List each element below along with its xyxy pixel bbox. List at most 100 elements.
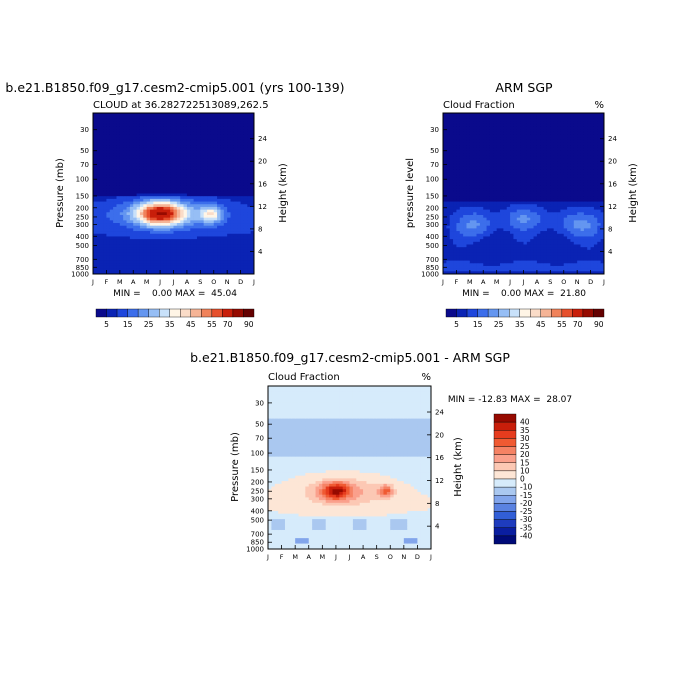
panel-obs-cell <box>476 150 481 154</box>
panel-model-cell <box>109 126 114 130</box>
panel-obs-cell <box>503 182 508 186</box>
panel-obs-cell <box>469 137 474 141</box>
panel-model-cell <box>143 201 148 205</box>
panel-model-cell <box>213 263 218 267</box>
panel-obs-cell <box>473 233 477 237</box>
panel-model-colorbar-swatch <box>180 308 192 318</box>
panel-model-cell <box>143 134 148 138</box>
panel-model-cell <box>166 193 171 197</box>
panel-model-cell <box>119 123 124 127</box>
panel-obs-cell <box>520 196 524 200</box>
panel-model-cell <box>119 193 124 197</box>
panel-model-cell <box>243 113 248 117</box>
panel-obs-cell <box>546 244 551 248</box>
panel-model-cell <box>119 188 124 192</box>
panel-model-cell <box>207 233 211 237</box>
panel-obs-cell <box>496 158 501 162</box>
panel-model-cell <box>103 147 107 151</box>
panel-model-cell <box>160 263 164 267</box>
panel-model-cell <box>133 155 137 159</box>
panel-model-cell <box>99 177 104 181</box>
panel-model-cell <box>173 126 178 130</box>
panel-model-cell <box>170 225 174 229</box>
panel-obs-cell <box>466 239 471 243</box>
panel-model-cell <box>116 118 121 122</box>
panel-model-cell <box>153 201 158 205</box>
panel-model-cell <box>109 198 114 202</box>
panel-model-cell <box>153 257 158 261</box>
panel-model-cell <box>139 206 144 210</box>
panel-model-cell <box>106 209 111 213</box>
panel-obs-cell <box>459 118 464 122</box>
panel-obs-cell <box>523 257 528 261</box>
panel-obs-cell <box>510 113 514 117</box>
panel-model-cell <box>207 137 211 141</box>
panel-model-cell <box>123 155 127 159</box>
panel-obs-cell <box>543 198 548 202</box>
panel-obs-cell <box>546 129 551 133</box>
panel-obs-cell <box>459 225 464 229</box>
panel-model-cell <box>193 198 198 202</box>
panel-obs-cell <box>443 180 447 184</box>
panel-model-cell <box>233 126 238 130</box>
panel-model-cell <box>237 206 241 210</box>
panel-model-cell <box>250 166 254 170</box>
panel-model-cell <box>133 271 137 274</box>
panel-model-cell <box>193 220 198 224</box>
panel-model-cell <box>150 129 154 133</box>
panel-obs-cell <box>533 134 538 138</box>
panel-model-cell <box>139 163 144 168</box>
panel-obs-cell <box>446 134 451 138</box>
panel-model-cell <box>113 185 117 189</box>
panel-model-cell <box>250 118 254 122</box>
panel-obs-cell <box>523 153 528 157</box>
panel-model-cell <box>180 206 184 210</box>
panel-obs-cell <box>456 177 461 181</box>
panel-obs-cell <box>523 169 528 173</box>
panel-obs-cell <box>469 239 474 243</box>
panel-model-cell <box>170 228 174 232</box>
panel-model-cell <box>129 174 134 178</box>
panel-model-cell <box>183 174 188 178</box>
panel-obs-cell <box>496 169 501 173</box>
panel-model-cell <box>119 142 124 146</box>
panel-model-cell <box>113 129 117 133</box>
panel-obs-cell <box>503 118 508 122</box>
panel-model-cell <box>207 196 211 200</box>
panel-obs-cell <box>456 139 461 143</box>
panel-obs-cell <box>553 145 558 149</box>
panel-obs-cell <box>513 131 518 135</box>
panel-model-cell <box>186 185 191 189</box>
panel-model-cell <box>210 153 215 157</box>
panel-model-cell <box>153 260 158 264</box>
panel-obs-cell <box>540 241 544 245</box>
panel-model-cell <box>220 121 225 125</box>
panel-obs-cell <box>489 180 494 184</box>
panel-model-cell <box>176 271 181 274</box>
panel-obs-cell <box>516 118 521 122</box>
panel-model-cell <box>176 190 181 194</box>
panel-model-cell <box>160 260 164 264</box>
panel-obs-cell <box>453 118 457 122</box>
panel-obs-cell <box>476 247 481 251</box>
panel-obs-cell <box>553 118 558 122</box>
panel-model-cell <box>133 223 137 227</box>
panel-obs-cell <box>530 239 534 243</box>
panel-obs-cell <box>483 174 487 178</box>
panel-model-cell <box>210 161 215 165</box>
panel-model-cell <box>153 241 158 245</box>
panel-obs-cell <box>446 180 451 184</box>
panel-model-cell <box>93 201 97 205</box>
panel-obs-cell <box>469 180 474 184</box>
panel-model-colorbar-swatch <box>137 308 149 318</box>
panel-model-cell <box>150 153 154 157</box>
panel-obs-cell <box>516 196 521 200</box>
panel-obs-cell <box>473 163 477 168</box>
panel-model-cell <box>207 212 211 216</box>
panel-model-cell <box>186 212 191 216</box>
panel-model-cell <box>250 193 254 197</box>
panel-obs-cell <box>503 255 508 259</box>
panel-model-cell <box>126 233 131 237</box>
panel-obs-cell <box>543 247 548 251</box>
panel-obs-cell <box>546 155 551 159</box>
